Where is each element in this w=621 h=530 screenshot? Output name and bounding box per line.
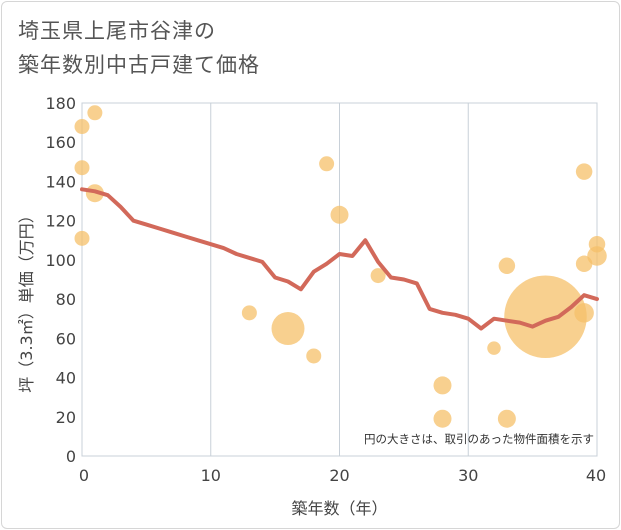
bubble-point [319, 156, 335, 172]
y-tick-label: 40 [56, 369, 76, 388]
bubbles [74, 105, 607, 428]
bubble-point [433, 376, 452, 395]
bubble-point [370, 268, 386, 284]
y-tick-label: 120 [45, 212, 76, 231]
x-tick-label: 0 [79, 466, 89, 485]
bubble-point [271, 312, 305, 346]
y-tick-label: 80 [56, 290, 76, 309]
chart-title: 埼玉県上尾市谷津の 築年数別中古戸建て価格 [18, 14, 260, 82]
x-tick-label: 10 [201, 466, 221, 485]
x-tick-label: 40 [586, 466, 606, 485]
size-note: 円の大きさは、取引のあった物件面積を示す [364, 432, 594, 446]
x-axis-label: 築年数（年） [291, 499, 387, 518]
bubble-point [74, 119, 90, 135]
x-tick-labels: 0 10 20 30 40 [79, 466, 606, 485]
title-line-1: 埼玉県上尾市谷津の [18, 19, 216, 43]
y-tick-labels: 0 20 40 60 80 100 120 140 160 180 [45, 94, 76, 466]
title-line-2: 築年数別中古戸建て価格 [18, 53, 260, 77]
bubble-point [306, 348, 322, 364]
y-tick-label: 0 [66, 447, 76, 466]
bubble-point [241, 305, 257, 321]
x-tick-label: 20 [329, 466, 349, 485]
bubble-point [487, 341, 501, 355]
y-tick-label: 140 [45, 172, 76, 191]
bubble-point [498, 257, 516, 275]
y-tick-label: 100 [45, 251, 76, 270]
bubble-point [87, 105, 103, 121]
y-axis-label: 坪（3.3㎡）単価（万円） [17, 207, 36, 392]
bubble-point [504, 275, 587, 359]
y-tick-label: 180 [45, 94, 76, 113]
bubble-point [575, 163, 593, 180]
bubble-point [74, 160, 90, 176]
x-tick-label: 30 [458, 466, 478, 485]
y-tick-label: 60 [56, 329, 76, 348]
bubble-point [497, 409, 516, 428]
bubble-point [574, 303, 594, 323]
bubble-point [74, 230, 90, 246]
bubble-point [433, 409, 452, 428]
trend-line [80, 187, 599, 331]
bubble-point [587, 246, 607, 266]
y-tick-label: 20 [56, 408, 76, 427]
bubble-point [330, 205, 349, 224]
y-tick-label: 160 [45, 133, 76, 152]
